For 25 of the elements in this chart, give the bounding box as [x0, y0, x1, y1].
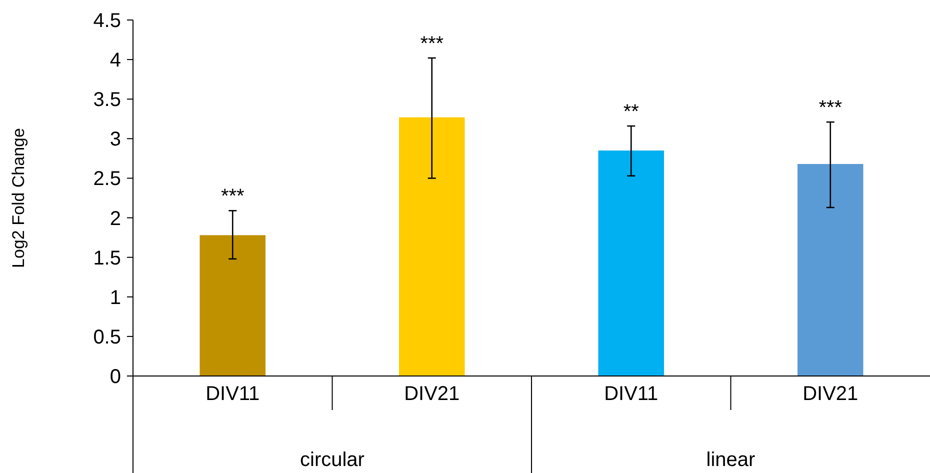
y-tick-label: 4 [110, 50, 121, 72]
y-tick-label: 1.5 [93, 247, 121, 270]
y-tick-label: 0.5 [93, 326, 121, 348]
y-tick-label: 3.5 [93, 89, 121, 112]
x-tick-label: DIV21 [802, 383, 858, 405]
y-axis-title: Log2 Fold Change [9, 128, 28, 268]
x-tick-label: DIV21 [404, 383, 460, 405]
y-tick-label: 4.5 [93, 10, 121, 32]
y-tick-label: 3 [110, 128, 121, 151]
x-tick-label: DIV11 [206, 383, 260, 405]
bar [598, 150, 664, 376]
text: linear [706, 449, 756, 471]
y-tick-label: 2 [110, 208, 121, 230]
annotation: *** [818, 97, 842, 120]
x-tick-label: DIV11 [604, 383, 658, 405]
y-tick-label: 1 [110, 286, 121, 309]
y-tick-label: 0 [110, 366, 121, 388]
bar [798, 164, 864, 376]
bar [200, 235, 266, 376]
bar [399, 117, 465, 376]
annotation: *** [420, 32, 444, 55]
annotation: *** [220, 186, 245, 208]
y-tick-label: 2.5 [93, 168, 121, 190]
annotation: ** [623, 101, 640, 124]
text: circular [300, 449, 365, 471]
